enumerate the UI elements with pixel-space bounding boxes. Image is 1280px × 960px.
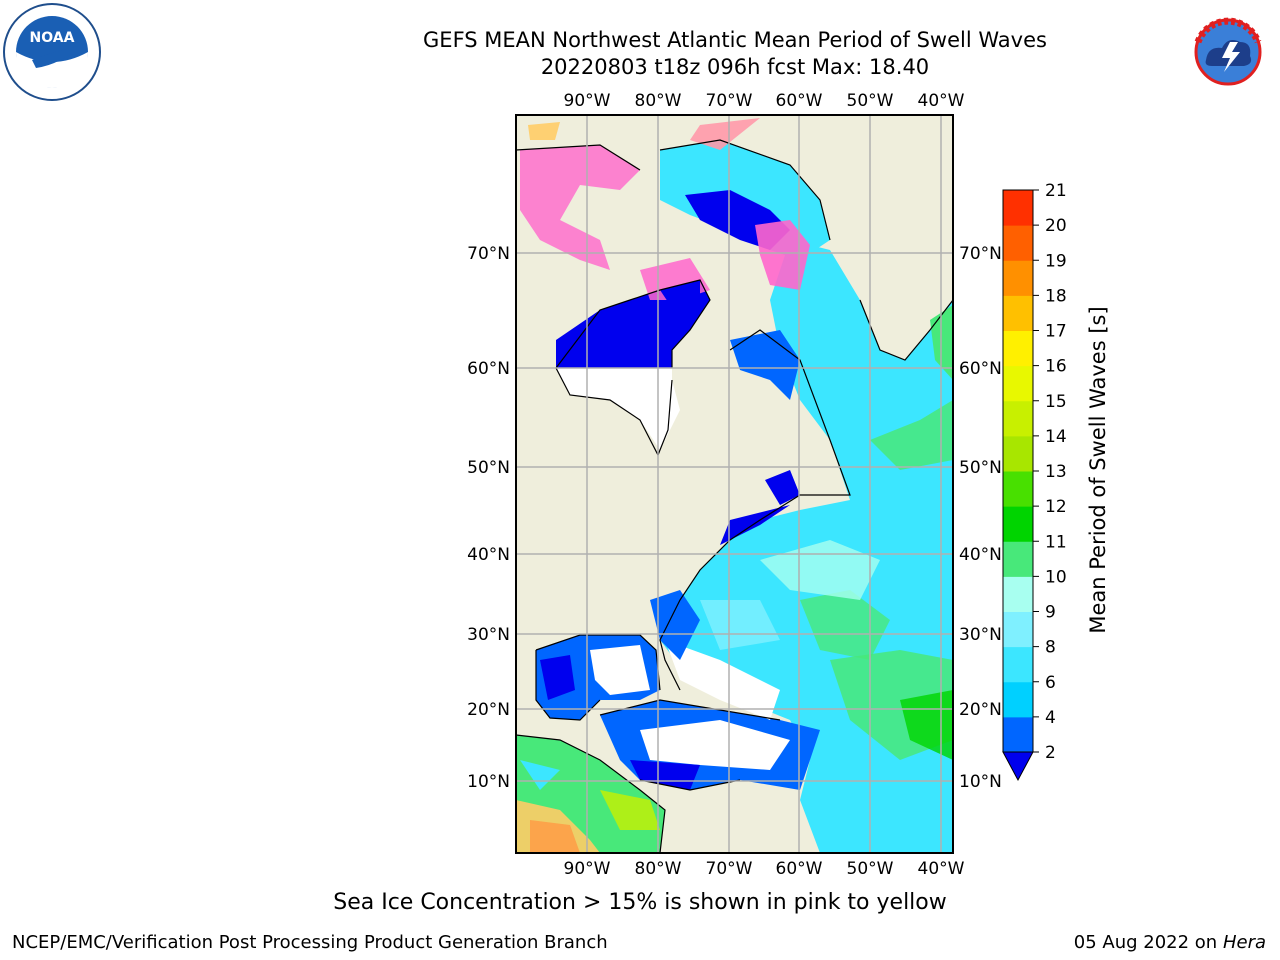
svg-text:50°N: 50°N bbox=[959, 458, 1002, 478]
colorbar-segment bbox=[1003, 365, 1033, 402]
colorbar-tick-label: 17 bbox=[1045, 322, 1067, 342]
svg-text:60°W: 60°W bbox=[776, 859, 823, 879]
colorbar-under-arrow bbox=[1002, 751, 1034, 782]
lat-labels-left: 70°N 60°N 50°N 40°N 30°N 20°N 10°N bbox=[467, 244, 510, 792]
svg-text:50°W: 50°W bbox=[847, 91, 894, 111]
nws-logo bbox=[1180, 4, 1276, 100]
footer-date: 05 Aug 2022 on Hera bbox=[1074, 932, 1266, 953]
colorbar-segment bbox=[1003, 435, 1033, 472]
svg-text:10°N: 10°N bbox=[467, 772, 510, 792]
sea-ice-note: Sea Ice Concentration > 15% is shown in … bbox=[333, 890, 947, 915]
svg-text:40°N: 40°N bbox=[467, 545, 510, 565]
svg-text:60°W: 60°W bbox=[776, 91, 823, 111]
colorbar-tick-label: 8 bbox=[1045, 638, 1056, 658]
svg-text:70°N: 70°N bbox=[467, 244, 510, 264]
colorbar-tick-label: 21 bbox=[1045, 181, 1067, 201]
colorbar-segment bbox=[1003, 716, 1033, 753]
colorbar-tick-label: 18 bbox=[1045, 286, 1067, 306]
svg-text:90°W: 90°W bbox=[564, 859, 611, 879]
svg-text:50°W: 50°W bbox=[847, 859, 894, 879]
colorbar-tick-label: 20 bbox=[1045, 216, 1067, 236]
colorbar-segment bbox=[1003, 225, 1033, 261]
colorbar: 2 4 6 8 9 10 11 12 13 14 15 16 17 18 19 20 21 bbox=[1002, 181, 1067, 782]
colorbar-label: Mean Period of Swell Waves [s] bbox=[1086, 306, 1110, 633]
colorbar-segment bbox=[1003, 611, 1033, 648]
svg-text:40°N: 40°N bbox=[959, 545, 1002, 565]
lon-labels-top: 90°W 80°W 70°W 60°W 50°W 40°W bbox=[564, 91, 965, 111]
lat-labels-right: 70°N 60°N 50°N 40°N 30°N 20°N 10°N bbox=[959, 244, 1002, 792]
colorbar-tick-label: 19 bbox=[1045, 251, 1067, 271]
colorbar-tick-label: 4 bbox=[1045, 708, 1056, 728]
colorbar-segment bbox=[1003, 576, 1033, 612]
svg-text:20°N: 20°N bbox=[959, 700, 1002, 720]
chart-subtitle: 20220803 t18z 096h fcst Max: 18.40 bbox=[540, 55, 930, 79]
footer-credit: NCEP/EMC/Verification Post Processing Pr… bbox=[12, 932, 608, 953]
colorbar-segment bbox=[1003, 681, 1033, 718]
svg-text:20°N: 20°N bbox=[467, 700, 510, 720]
colorbar-segment bbox=[1003, 190, 1033, 226]
colorbar-segment bbox=[1003, 646, 1033, 683]
colorbar-tick-label: 2 bbox=[1045, 743, 1056, 763]
map-frame bbox=[515, 114, 954, 854]
colorbar-tick-label: 12 bbox=[1045, 497, 1067, 517]
colorbar-tick-label: 9 bbox=[1045, 603, 1056, 623]
svg-text:70°N: 70°N bbox=[959, 244, 1002, 264]
colorbar-segment bbox=[1003, 400, 1033, 437]
colorbar-segment bbox=[1003, 295, 1033, 331]
colorbar-segment bbox=[1003, 541, 1033, 577]
noaa-logo-text: NOAA bbox=[30, 30, 75, 46]
svg-text:70°W: 70°W bbox=[706, 91, 753, 111]
svg-text:60°N: 60°N bbox=[959, 359, 1002, 379]
colorbar-tick-label: 13 bbox=[1045, 462, 1067, 482]
colorbar-tick-label: 6 bbox=[1045, 673, 1056, 693]
chart-title: GEFS MEAN Northwest Atlantic Mean Period… bbox=[423, 28, 1047, 52]
svg-text:70°W: 70°W bbox=[706, 859, 753, 879]
lon-labels-bottom: 90°W 80°W 70°W 60°W 50°W 40°W bbox=[564, 859, 965, 879]
svg-text:30°N: 30°N bbox=[959, 625, 1002, 645]
colorbar-tick-label: 16 bbox=[1045, 357, 1067, 377]
colorbar-tick-label: 10 bbox=[1045, 567, 1067, 587]
noaa-logo: NOAA bbox=[3, 3, 101, 101]
svg-text:40°W: 40°W bbox=[918, 859, 965, 879]
map-gridlines bbox=[516, 115, 953, 853]
colorbar-segment bbox=[1003, 260, 1033, 296]
footer-host: Hera bbox=[1222, 932, 1266, 953]
svg-text:30°N: 30°N bbox=[467, 625, 510, 645]
colorbar-segment bbox=[1003, 506, 1033, 542]
colorbar-segment bbox=[1003, 471, 1033, 507]
svg-text:90°W: 90°W bbox=[564, 91, 611, 111]
svg-text:50°N: 50°N bbox=[467, 458, 510, 478]
svg-text:60°N: 60°N bbox=[467, 359, 510, 379]
colorbar-tick-label: 15 bbox=[1045, 392, 1067, 412]
colorbar-tick-label: 14 bbox=[1045, 427, 1067, 447]
svg-text:80°W: 80°W bbox=[635, 859, 682, 879]
svg-text:80°W: 80°W bbox=[635, 91, 682, 111]
footer-date-text: 05 Aug 2022 on bbox=[1073, 932, 1218, 953]
svg-text:10°N: 10°N bbox=[959, 772, 1002, 792]
colorbar-segment bbox=[1003, 330, 1033, 367]
svg-text:40°W: 40°W bbox=[918, 91, 965, 111]
colorbar-tick-label: 11 bbox=[1045, 532, 1067, 552]
map-area bbox=[516, 115, 953, 853]
